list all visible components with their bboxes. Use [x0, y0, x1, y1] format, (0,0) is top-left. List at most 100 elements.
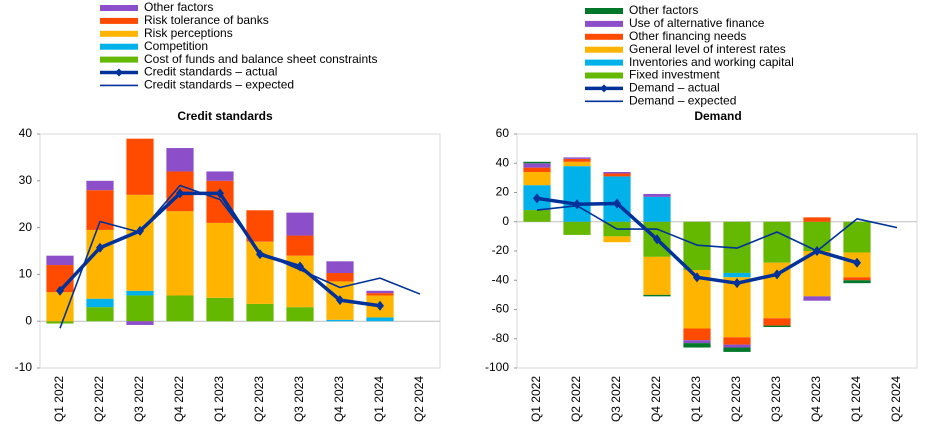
x-tick-label: Q4 2023 — [332, 376, 346, 422]
bar — [523, 163, 551, 168]
bar — [166, 211, 194, 296]
line-marker — [216, 188, 224, 199]
bar — [126, 290, 154, 296]
y-tick-label: -100 — [485, 360, 509, 374]
y-tick-label: 60 — [496, 126, 510, 140]
bar — [723, 272, 751, 278]
x-tick-label: Q2 2023 — [252, 376, 266, 422]
bar — [326, 319, 354, 322]
y-tick-label: 0 — [25, 313, 32, 327]
x-tick-label: Q3 2022 — [609, 376, 623, 422]
y-tick-label: 20 — [19, 220, 33, 234]
bar — [166, 295, 194, 322]
bar — [86, 298, 114, 308]
x-tick-label: Q2 2023 — [729, 376, 743, 422]
legend-label: Cost of funds and balance sheet constrai… — [144, 52, 377, 66]
line-marker — [256, 249, 264, 260]
legend-label: Use of alternative finance — [629, 16, 765, 30]
bar — [763, 318, 791, 326]
x-tick-label: Q3 2023 — [292, 376, 306, 422]
bar — [523, 210, 551, 222]
bar — [246, 210, 274, 242]
line-marker — [773, 269, 781, 280]
legend-swatch — [585, 72, 623, 79]
bar — [723, 337, 751, 345]
legend-label: Fixed investment — [629, 68, 720, 82]
line-marker — [176, 188, 184, 199]
y-tick-label: 0 — [502, 214, 509, 228]
y-tick-label: -10 — [15, 360, 33, 374]
y-tick-label: 40 — [496, 155, 510, 169]
line — [59, 184, 421, 329]
legend-label: Credit standards – actual — [144, 65, 277, 79]
bar — [366, 317, 394, 322]
bar — [246, 303, 274, 322]
bar — [643, 196, 671, 222]
bar — [603, 173, 631, 177]
bar — [723, 347, 751, 352]
y-tick-label: 10 — [19, 267, 33, 281]
line-marker — [56, 285, 64, 296]
plot-frame — [39, 133, 441, 369]
legend-swatch — [100, 5, 138, 11]
bar — [803, 217, 831, 222]
line-marker — [853, 257, 861, 268]
legend-swatch — [585, 8, 623, 14]
bar — [843, 277, 871, 281]
bar — [563, 157, 591, 159]
bar — [326, 261, 354, 273]
bar — [523, 161, 551, 164]
bar — [643, 193, 671, 197]
x-tick-label: Q2 2022 — [569, 376, 583, 422]
legend-label: Demand – expected — [629, 93, 736, 107]
legend-label: Other factors — [629, 3, 698, 17]
bar — [206, 171, 234, 181]
line-marker — [693, 272, 701, 283]
legend-swatch — [100, 30, 138, 37]
bar — [206, 297, 234, 322]
line-marker — [653, 234, 661, 245]
bar — [603, 236, 631, 243]
bar — [563, 158, 591, 162]
legend-swatch — [100, 17, 138, 24]
x-tick-label: Q4 2023 — [809, 376, 823, 422]
bar — [803, 296, 831, 301]
bar — [46, 292, 74, 322]
y-tick-label: -80 — [492, 331, 510, 345]
bar — [86, 180, 114, 191]
bar — [723, 344, 751, 348]
legend-marker — [600, 84, 608, 93]
bar — [763, 325, 791, 328]
legend-label: Other financing needs — [629, 29, 746, 43]
line-marker — [376, 300, 384, 311]
x-tick-label: Q1 2023 — [689, 376, 703, 422]
y-tick-label: -40 — [492, 272, 510, 286]
x-tick-label: Q1 2022 — [52, 376, 66, 422]
legend-swatch — [585, 20, 623, 27]
bar — [126, 295, 154, 322]
bar — [126, 321, 154, 325]
line-marker — [136, 225, 144, 236]
legend-swatch — [585, 46, 623, 53]
bar — [286, 212, 314, 236]
bar — [683, 340, 711, 344]
bar — [46, 321, 74, 324]
bar — [763, 221, 791, 263]
bar — [366, 290, 394, 294]
bar — [603, 172, 631, 174]
x-tick-label: Q4 2022 — [649, 376, 663, 422]
y-tick-label: 40 — [19, 126, 33, 140]
bar — [166, 148, 194, 172]
legend-label: Credit standards – expected — [144, 78, 294, 92]
bar — [523, 167, 551, 173]
bar — [523, 172, 551, 186]
bar — [643, 256, 671, 295]
legend-swatch — [585, 59, 623, 66]
bar — [206, 222, 234, 298]
bar — [366, 293, 394, 296]
legend-swatch — [100, 56, 138, 63]
line-marker — [96, 242, 104, 253]
line-marker — [336, 295, 344, 306]
x-tick-label: Q4 2022 — [172, 376, 186, 422]
